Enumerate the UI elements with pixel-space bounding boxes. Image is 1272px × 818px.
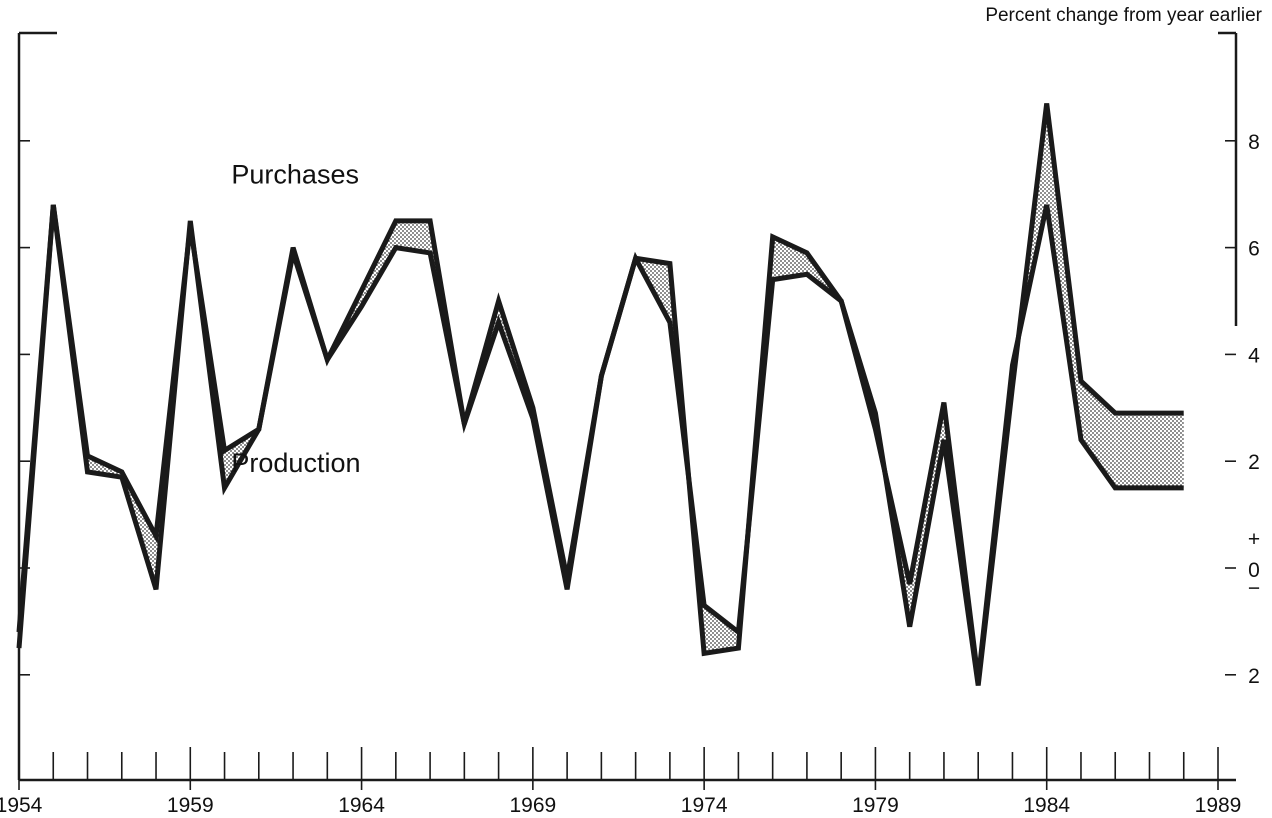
y-tick-label: 4 [1248,344,1260,367]
y-zero-label: 0 [1248,559,1260,582]
x-tick-label: 1979 [852,794,899,817]
difference-shade-segment [395,220,431,253]
y-tick-label: 6 [1248,238,1260,261]
difference-shade-segment [704,605,739,654]
x-tick-label: 1969 [509,794,556,817]
y-tick-label: 2 [1248,451,1260,474]
series-line-production [16,204,1184,681]
y-tick-label: 8 [1248,131,1260,154]
x-tick-label: 1989 [1195,794,1242,817]
x-tick-label: 1964 [338,794,385,817]
x-tick-label: 1959 [167,794,214,817]
y-plus-sign: + [1248,528,1260,551]
series-label-purchases: Purchases [231,160,359,190]
x-tick-label: 1974 [681,794,728,817]
forecast-band [1115,413,1184,488]
series-lines [16,103,1184,686]
y-tick-label: 2 [1248,665,1260,688]
series-label-production: Production [231,448,360,478]
x-tick-label: 1954 [0,794,43,817]
difference-shade-segment [772,236,807,280]
y-minus-sign: − [1248,577,1260,600]
chart-text: 1954 1959 1964 1969 1974 1979 1984 1989 8 6 4 2 2 +0−… [0,5,1263,817]
axes [17,31,1238,790]
x-tick-label: 1984 [1023,794,1070,817]
unit-label: Percent change from year earlier [985,5,1262,26]
